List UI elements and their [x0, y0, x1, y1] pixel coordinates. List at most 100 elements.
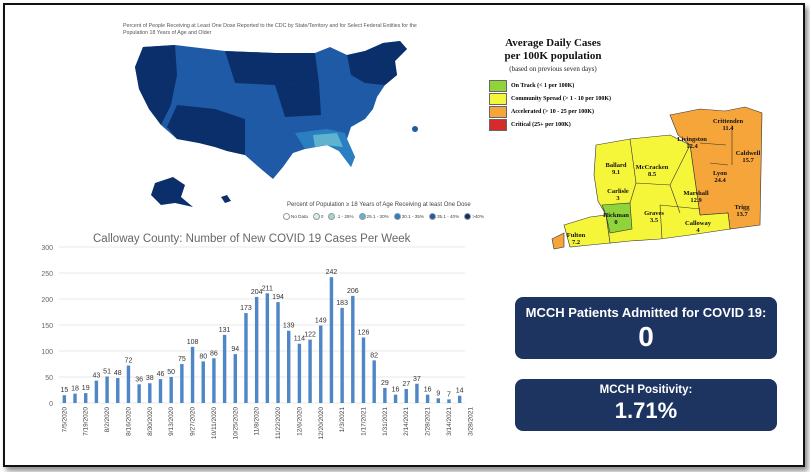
county-value-label: 9.1: [612, 169, 620, 176]
bar-value-label: 18: [71, 386, 79, 393]
bar-value-label: 29: [381, 380, 389, 387]
bar-value-label: 27: [402, 381, 410, 388]
ky-borders: [629, 125, 733, 240]
legend-dot-icon: [428, 213, 436, 220]
bar-value-label: 206: [347, 288, 359, 295]
bar-value-label: 82: [370, 352, 378, 359]
ky-legend: On Track (< 1 per 100K) Community Spread…: [489, 79, 611, 131]
bar: [340, 307, 344, 403]
y-tick-label: 150: [41, 323, 53, 330]
ky-legend-item: On Track (< 1 per 100K): [489, 79, 611, 92]
bar-value-label: 15: [60, 387, 68, 394]
y-tick-label: 50: [45, 375, 53, 382]
bar-value-label: 80: [199, 353, 207, 360]
us-map-title: Percent of People Receiving at Least One…: [123, 23, 417, 36]
positivity-stat-card: MCCH Positivity: 1.71%: [515, 379, 777, 431]
admitted-label: MCCH Patients Admitted for COVID 19:: [525, 305, 767, 320]
us-legend-item: 25.1 - 30%: [358, 213, 389, 220]
us-region-north: [225, 51, 319, 85]
bar: [319, 325, 323, 403]
bar-value-label: 75: [178, 356, 186, 363]
us-region-georgia: [313, 133, 343, 147]
x-tick-label: 2/14/2021: [403, 407, 410, 436]
bar-value-label: 9: [436, 390, 440, 397]
x-tick-label: 11/22/2020: [275, 407, 282, 439]
ky-legend-item: Community Spread (> 1 - 10 per 100K): [489, 92, 611, 105]
bar: [415, 383, 419, 403]
bar-value-label: 114: [294, 336, 305, 343]
us-legend-item: 35.1 - 40%: [428, 213, 459, 220]
x-tick-label: 8/30/2020: [147, 407, 154, 436]
bar: [425, 394, 430, 403]
y-tick-label: 300: [41, 245, 53, 252]
x-tick-label: 1/17/2021: [361, 407, 368, 436]
x-tick-label: 7/19/2020: [83, 407, 90, 436]
bar: [297, 343, 302, 403]
bar-value-label: 149: [315, 318, 327, 325]
bar-value-label: 72: [125, 358, 133, 365]
bar-value-label: 211: [262, 285, 273, 292]
bar-value-label: 183: [336, 300, 348, 307]
legend-dot-icon: [283, 213, 290, 220]
bar: [73, 393, 77, 403]
bar-value-label: 126: [358, 329, 370, 336]
bar: [158, 379, 163, 403]
us-hawaii-shape: [221, 195, 231, 203]
county-value-label: 12.4: [686, 143, 698, 150]
bar-value-label: 173: [240, 305, 252, 312]
bar: [148, 383, 152, 403]
bar-value-label: 43: [92, 373, 100, 380]
bar: [212, 358, 216, 403]
admitted-value: 0: [638, 321, 654, 352]
x-tick-label: 2/28/2021: [425, 407, 432, 436]
positivity-label: MCCH Positivity:: [599, 384, 693, 396]
bar-value-label: 16: [424, 387, 432, 394]
county-value-label: 15.7: [742, 157, 754, 164]
bar-value-label: 108: [187, 339, 199, 346]
admitted-stat-card: MCCH Patients Admitted for COVID 19: 0: [515, 297, 777, 359]
bar: [383, 387, 387, 403]
bar: [372, 360, 376, 403]
bar: [308, 339, 312, 403]
x-tick-label: 8/2/2020: [104, 407, 111, 433]
legend-dot-icon: [358, 213, 366, 220]
bar-value-label: 19: [82, 385, 90, 392]
bar-value-label: 131: [219, 327, 231, 334]
county-value-label: 3.5: [650, 217, 659, 224]
x-tick-label: 10/25/2020: [232, 407, 239, 440]
bar-value-label: 36: [135, 376, 143, 383]
bar: [180, 364, 184, 403]
county-name-label: Caldwell: [736, 150, 761, 157]
bar: [265, 293, 270, 403]
y-tick-label: 200: [41, 297, 53, 304]
y-tick-label: 100: [41, 349, 53, 356]
bar: [244, 313, 248, 403]
county-value-label: 24.4: [714, 177, 726, 184]
bar-value-label: 14: [456, 388, 464, 395]
bar-value-label: 122: [304, 332, 316, 339]
bar-value-label: 48: [114, 370, 122, 377]
bar: [201, 361, 205, 403]
bar-value-label: 16: [392, 387, 400, 394]
ky-map-subtitle: (based on previous seven days): [509, 65, 597, 73]
x-tick-label: 12/6/2020: [296, 407, 303, 436]
bar: [84, 393, 88, 403]
us-legend-item: No Data: [283, 213, 308, 220]
county-name-label: Marshall: [683, 190, 708, 197]
bar: [169, 377, 173, 403]
x-tick-label: 12/20/2020: [318, 407, 325, 440]
positivity-value: 1.71%: [614, 398, 678, 423]
x-tick-label: 9/13/2020: [168, 407, 175, 436]
bar-value-label: 242: [326, 269, 338, 276]
bar: [190, 346, 195, 403]
bar: [276, 302, 280, 403]
county-name-label: McCracken: [636, 164, 669, 171]
bar: [457, 395, 462, 403]
county-name-label: Calloway: [685, 220, 712, 227]
county-name-label: Trigg: [734, 204, 750, 211]
county-value-label: 12.9: [690, 197, 702, 204]
bar: [105, 376, 109, 403]
x-tick-label: 10/11/2020: [211, 407, 218, 439]
